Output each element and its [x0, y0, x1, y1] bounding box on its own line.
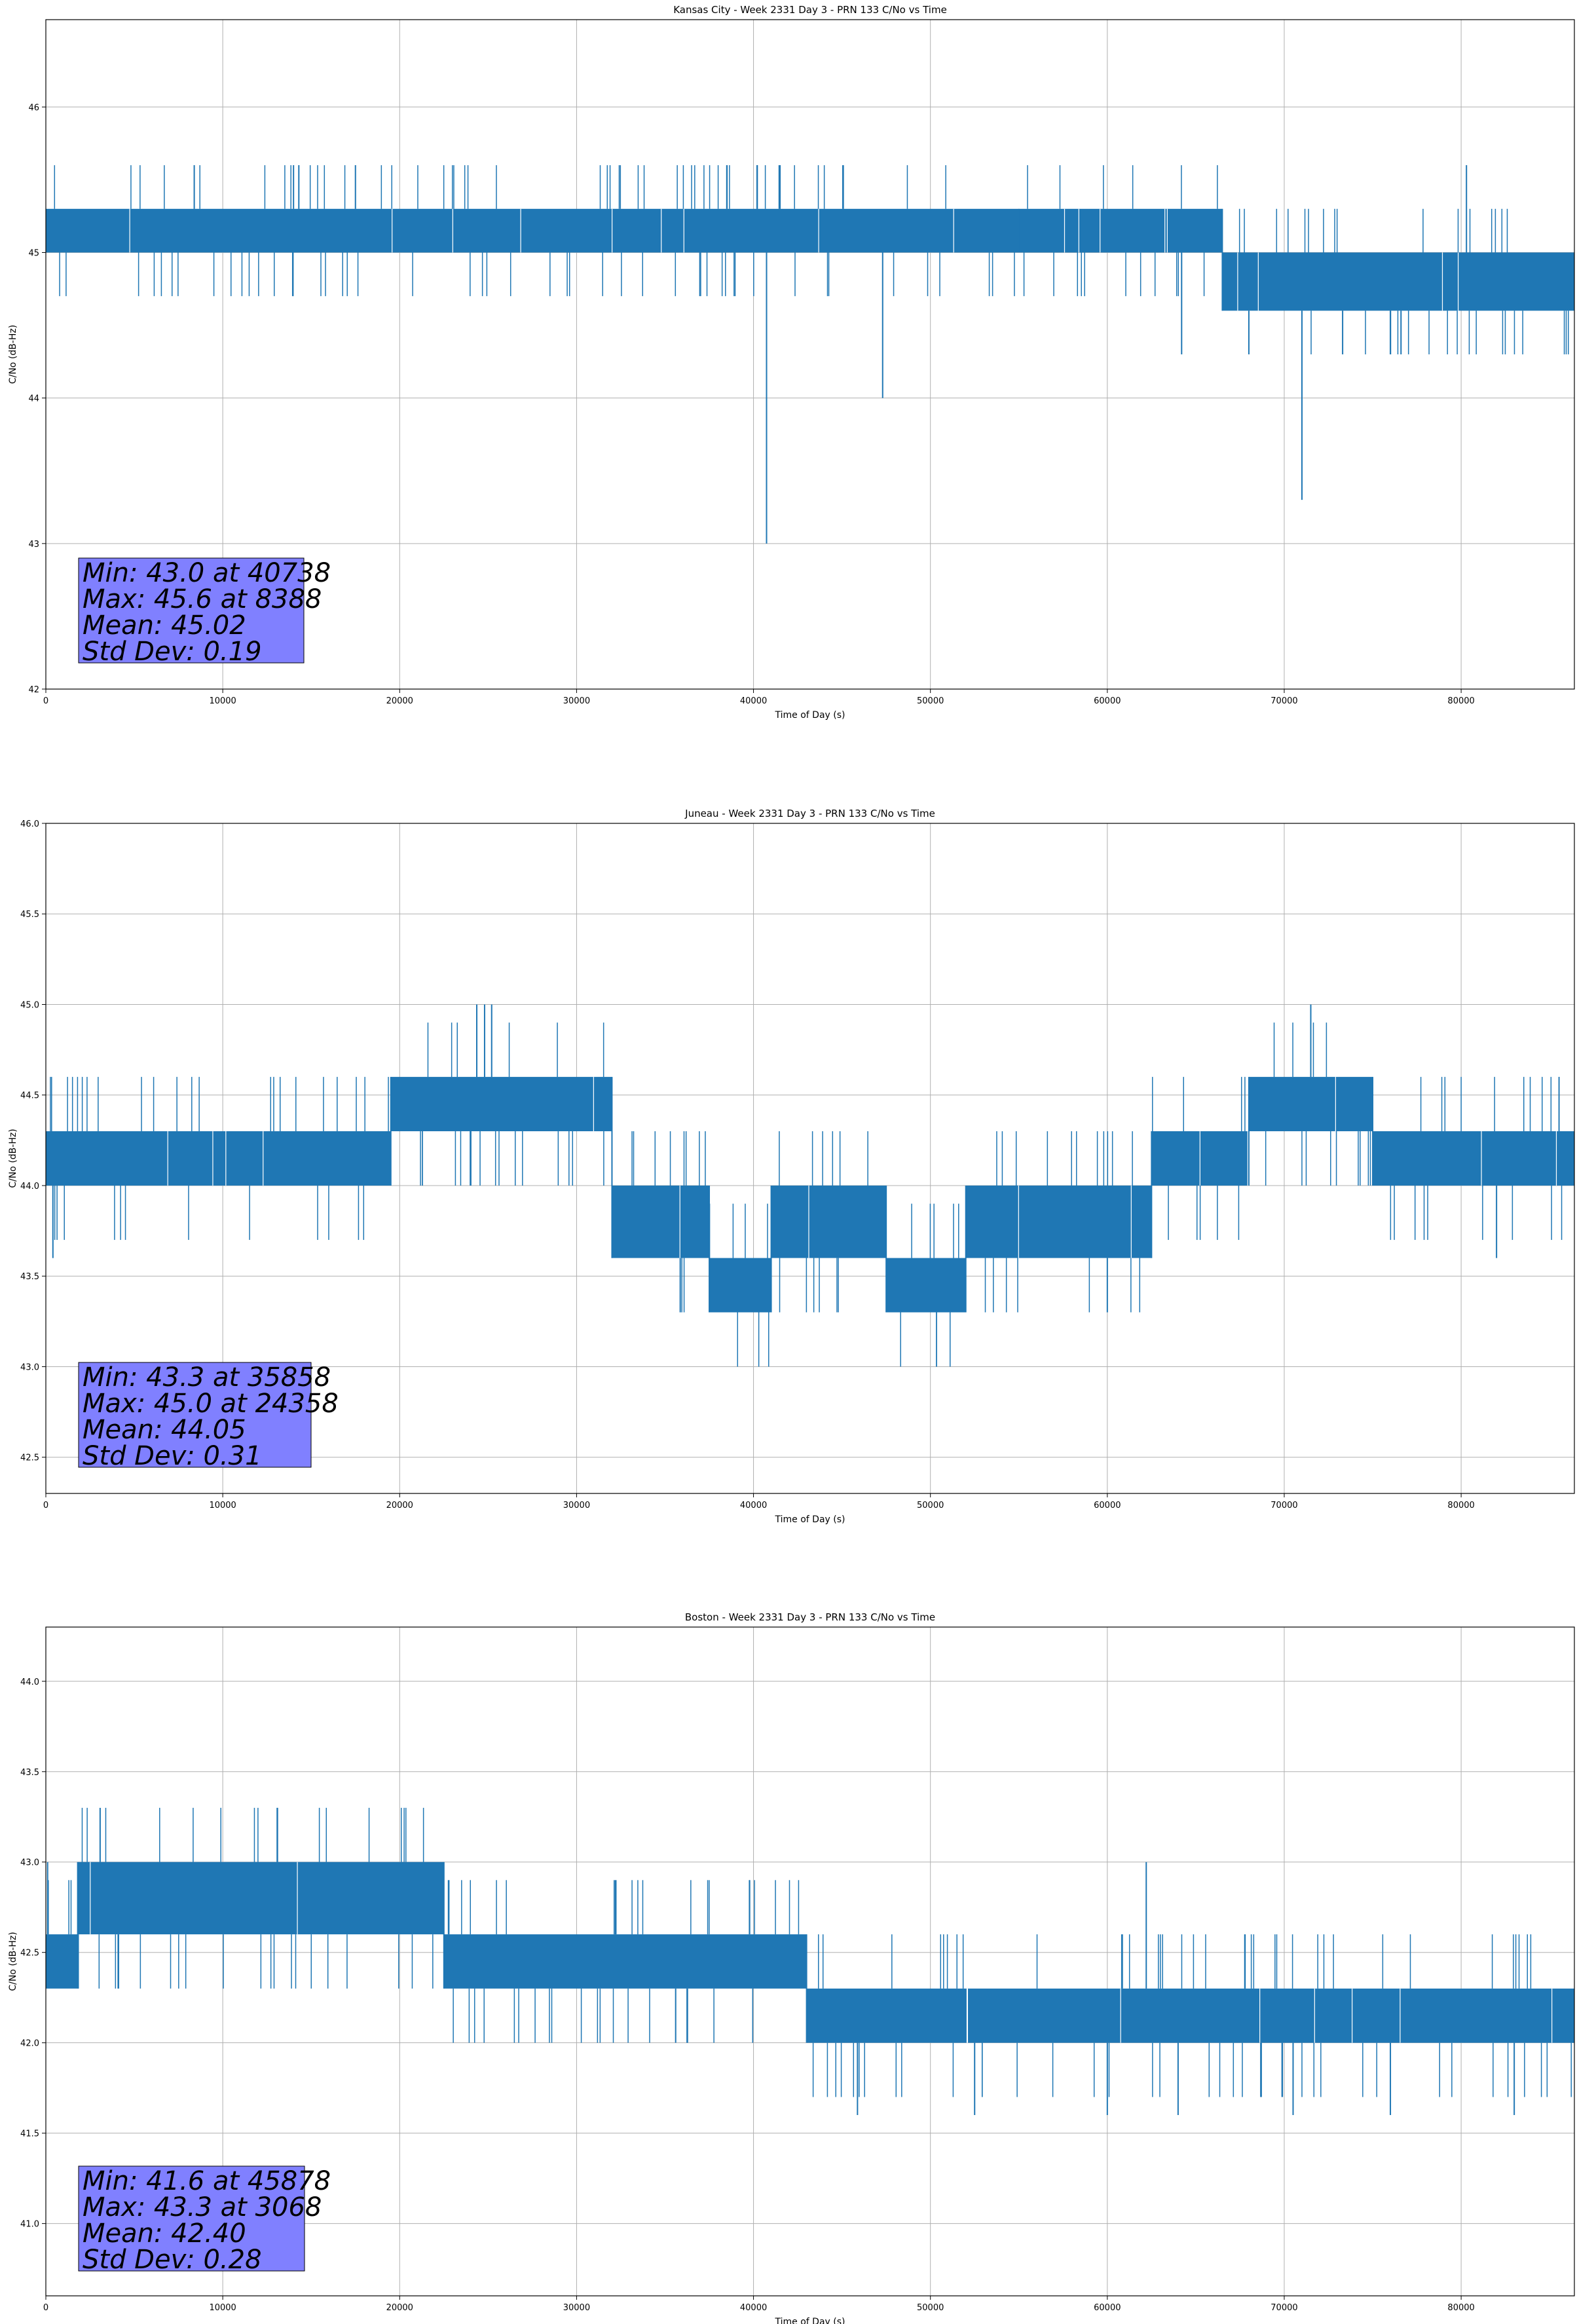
x-tick-label: 60000 [1094, 1501, 1121, 1510]
stats-line: Std Dev: 0.28 [83, 2245, 262, 2275]
x-tick-label: 80000 [1447, 696, 1474, 706]
data-band [886, 1258, 966, 1313]
stats-line: Max: 43.3 at 3068 [83, 2192, 322, 2222]
data-band [1373, 1131, 1574, 1186]
x-tick-label: 40000 [740, 696, 767, 706]
data-band [612, 1185, 710, 1258]
x-tick-label: 40000 [740, 1501, 767, 1510]
chart-panel-3: 0 10000 20000 30000 40000 50000 60000 70000 8000… [8, 1611, 1575, 2324]
y-tick-label: 43.0 [20, 1858, 39, 1868]
x-tick-label: 60000 [1094, 2303, 1121, 2313]
x-tick-label: 10000 [209, 1501, 236, 1510]
x-tick-label: 20000 [386, 696, 413, 706]
axes-frame [45, 823, 1575, 1494]
chart-panel-2: 0 10000 20000 30000 40000 50000 60000 70000 8000… [8, 808, 1575, 1525]
data-band [806, 1988, 1574, 2043]
y-tick-label: 42.5 [20, 1453, 39, 1463]
x-tick-label: 10000 [209, 696, 236, 706]
y-tick-label: 43.5 [20, 1768, 39, 1778]
y-tick-label: 44.5 [20, 1091, 39, 1101]
stats-line: Min: 41.6 at 45878 [83, 2166, 331, 2196]
stats-line: Max: 45.6 at 8388 [83, 584, 322, 614]
data-band [771, 1185, 887, 1258]
data-series [46, 165, 1574, 544]
x-tick-label: 50000 [917, 696, 944, 706]
data-band [77, 1862, 444, 1935]
data-band [46, 208, 1019, 253]
x-tick-label: 30000 [563, 2303, 590, 2313]
x-tick-label: 30000 [563, 696, 590, 706]
y-tick-label: 42.5 [20, 1949, 39, 1959]
x-tick-label: 50000 [917, 1501, 944, 1510]
stats-line: Mean: 45.02 [83, 610, 246, 641]
x-tick-label: 80000 [1447, 2303, 1474, 2313]
chart-title: Kansas City - Week 2331 Day 3 - PRN 133 … [673, 4, 947, 16]
y-tick-label: 42.0 [20, 2039, 39, 2049]
axes-frame [45, 1626, 1575, 2296]
y-axis-label: C/No (dB-Hz) [8, 1129, 18, 1188]
x-tick-label: 20000 [386, 2303, 413, 2313]
x-axis-label: Time of Day (s) [775, 1514, 845, 1525]
y-tick-label: 42 [28, 685, 39, 695]
y-tick-label: 41.0 [20, 2220, 39, 2230]
x-tick-label: 80000 [1447, 1501, 1474, 1510]
x-tick-label: 0 [43, 1501, 48, 1510]
x-tick-label: 0 [43, 2303, 48, 2313]
chart-title: Boston - Week 2331 Day 3 - PRN 133 C/No … [685, 1611, 935, 1623]
x-tick-label: 30000 [563, 1501, 590, 1510]
x-axis-label: Time of Day (s) [775, 710, 845, 721]
data-band [46, 1131, 391, 1186]
data-band [390, 1077, 612, 1132]
data-band [1222, 252, 1574, 311]
y-tick-label: 44.0 [20, 1677, 39, 1687]
y-tick-label: 41.5 [20, 2129, 39, 2139]
y-tick-label: 45.5 [20, 910, 39, 920]
x-tick-label: 70000 [1271, 696, 1297, 706]
stats-box [78, 557, 305, 664]
y-axis-label: C/No (dB-Hz) [8, 325, 18, 384]
data-band [46, 1934, 78, 1989]
x-tick-label: 60000 [1094, 696, 1121, 706]
x-tick-label: 20000 [386, 1501, 413, 1510]
y-tick-label: 44 [28, 394, 39, 404]
stats-line: Mean: 42.40 [83, 2219, 246, 2249]
data-band [443, 1934, 807, 1989]
y-tick-label: 43 [28, 540, 39, 550]
x-axis-label: Time of Day (s) [775, 2317, 845, 2324]
y-tick-label: 46.0 [20, 819, 39, 829]
y-tick-label: 46 [28, 103, 39, 113]
data-band [1248, 1077, 1373, 1132]
data-series [46, 1004, 1574, 1367]
y-tick-label: 45 [28, 248, 39, 258]
stats-box [78, 2165, 305, 2272]
data-band [709, 1258, 771, 1313]
y-tick-label: 44.0 [20, 1182, 39, 1191]
y-tick-label: 43.0 [20, 1362, 39, 1372]
x-tick-label: 70000 [1271, 1501, 1297, 1510]
y-tick-label: 45.0 [20, 1000, 39, 1010]
stats-line: Min: 43.3 at 35858 [83, 1362, 331, 1393]
x-tick-label: 50000 [917, 2303, 944, 2313]
x-tick-label: 0 [43, 696, 48, 706]
y-tick-label: 43.5 [20, 1272, 39, 1282]
x-tick-label: 10000 [209, 2303, 236, 2313]
data-series [46, 1807, 1574, 2116]
axes-frame [45, 19, 1575, 690]
data-band [965, 1185, 1152, 1258]
y-axis-label: C/No (dB-Hz) [8, 1932, 18, 1991]
x-tick-label: 70000 [1271, 2303, 1297, 2313]
chart-panel-1: 0 10000 20000 30000 40000 50000 60000 70000 8000… [8, 4, 1575, 721]
stats-line: Std Dev: 0.31 [83, 1441, 262, 1471]
stats-line: Max: 45.0 at 24358 [83, 1389, 339, 1419]
stats-line: Mean: 44.05 [83, 1415, 246, 1445]
data-band [1018, 208, 1223, 253]
stats-box [78, 1362, 312, 1468]
stats-line: Min: 43.0 at 40738 [83, 558, 331, 588]
x-tick-label: 40000 [740, 2303, 767, 2313]
chart-title: Juneau - Week 2331 Day 3 - PRN 133 C/No … [684, 808, 935, 819]
stats-line: Std Dev: 0.19 [83, 637, 262, 667]
